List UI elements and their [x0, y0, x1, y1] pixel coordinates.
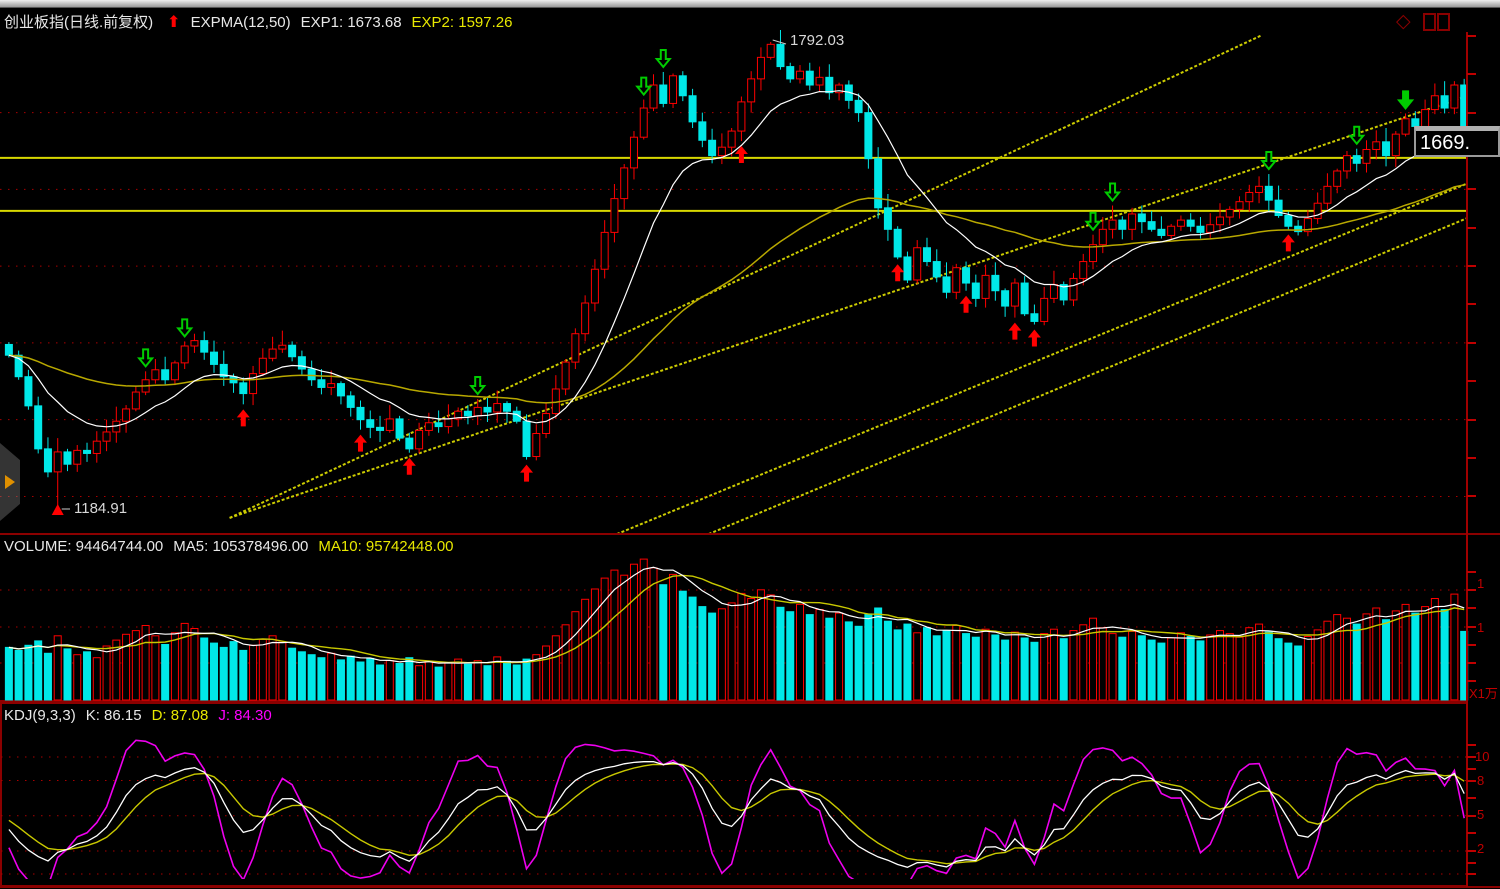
instrument-title: 创业板指(日线.前复权)	[4, 14, 154, 31]
kdj-k-line	[8, 760, 1465, 868]
sell-arrow-icon	[469, 375, 487, 396]
sell-arrow-icon	[137, 348, 155, 368]
buy-arrow-icon	[1281, 234, 1295, 252]
exp2-value: EXP2: 1597.26	[411, 14, 513, 31]
sell-arrow-icon	[1348, 125, 1366, 146]
kdj-header: KDJ(9,3,3) K: 86.15 D: 87.08 J: 84.30	[4, 707, 282, 724]
diamond-icon[interactable]: ◇	[1396, 11, 1411, 32]
axis-label: X1万	[1469, 686, 1498, 701]
volume-header: VOLUME: 94464744.00 MA5: 105378496.00 MA10…	[4, 538, 464, 555]
volume-panel	[0, 558, 1469, 701]
volume-ma5-line	[8, 566, 1465, 664]
main-indicator-header: 创业板指(日线.前复权) ⬆ EXPMA(12,50) EXP1: 1673.68 EX…	[4, 11, 522, 32]
kdj-j-line	[8, 739, 1465, 879]
kdj-name: KDJ(9,3,3)	[4, 707, 76, 724]
sell-arrow-icon	[1260, 151, 1278, 171]
pan-right-arrow-icon	[5, 475, 15, 489]
volume-ma10-line	[8, 574, 1465, 664]
buy-arrow-icon	[402, 457, 416, 475]
kdj-d-value: D: 87.08	[151, 707, 209, 724]
axis-label: 8	[1477, 773, 1485, 788]
kdj-k-value: K: 86.15	[85, 707, 142, 724]
volume-ma5-value: MA5: 105378496.00	[173, 538, 309, 555]
sell-arrow-icon	[1103, 182, 1122, 203]
buy-arrow-icon	[1027, 329, 1041, 347]
buy-arrow-icon	[236, 409, 250, 427]
axis-label: 5	[1477, 807, 1485, 822]
kdj-j-value: J: 84.30	[218, 707, 272, 724]
volume-ma10-value: MA10: 95742448.00	[318, 538, 454, 555]
indicator-name: EXPMA(12,50)	[190, 14, 291, 31]
exp1-line	[8, 90, 1465, 428]
buy-arrow-icon	[1008, 322, 1022, 340]
sell-arrow-filled-icon	[1396, 90, 1415, 110]
high-price-annotation: 1792.03	[790, 32, 845, 49]
window-controls: ◇	[1396, 10, 1450, 33]
volume-value: VOLUME: 94464744.00	[4, 538, 164, 555]
buy-arrow-icon	[734, 146, 748, 164]
last-price-tag: 1669.	[1414, 126, 1500, 157]
buy-arrow-icon	[891, 264, 905, 282]
buy-arrow-icon	[520, 464, 534, 482]
pan-left-control[interactable]	[0, 443, 20, 521]
exp2-line	[8, 184, 1465, 404]
up-arrow-icon: ⬆	[167, 14, 181, 31]
candles-layer	[4, 30, 1466, 509]
axis-label: 10	[1475, 749, 1490, 764]
sell-arrow-icon	[654, 48, 672, 69]
window-top-edge	[0, 0, 1500, 8]
sell-arrow-icon	[1084, 211, 1102, 232]
axis-label: 1	[1477, 620, 1485, 635]
low-price-annotation: 1184.91	[74, 500, 128, 517]
sell-arrow-icon	[176, 318, 194, 338]
buy-arrow-icon	[353, 434, 367, 452]
main-panel	[0, 30, 1466, 533]
low-marker-triangle	[51, 504, 64, 515]
sell-arrow-icon	[635, 76, 653, 97]
axis-label: 2	[1477, 841, 1485, 856]
exp1-value: EXP1: 1673.68	[300, 14, 402, 31]
kdj-panel	[1, 739, 1467, 879]
restore-window-icon[interactable]	[1422, 12, 1450, 31]
axis-label: 1	[1477, 576, 1485, 591]
buy-arrow-icon	[959, 295, 973, 313]
kdj-d-line	[8, 763, 1465, 865]
